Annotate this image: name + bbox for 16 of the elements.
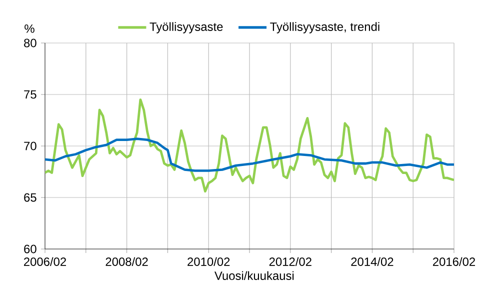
legend-label: Työllisyysaste (150, 22, 223, 34)
y-tick-label: 80 (24, 38, 36, 48)
x-tick-label: 2008/02 (106, 257, 148, 266)
y-axis-title: % (24, 24, 34, 33)
x-axis-title: Vuosi/kuukausi (214, 271, 294, 280)
legend-label: Työllisyysaste, trendi (270, 22, 380, 34)
x-tick-label: 2012/02 (269, 257, 312, 266)
x-tick-label: 2006/02 (24, 257, 66, 266)
x-tick-label: 2014/02 (351, 257, 394, 266)
y-tick-label: 70 (24, 142, 36, 150)
y-tick-label: 60 (24, 244, 36, 254)
y-tick-label: 75 (24, 90, 36, 99)
line-series (45, 98, 454, 193)
x-tick-label: 2016/02 (432, 257, 476, 266)
x-tick-label: 2010/02 (188, 257, 230, 266)
y-tick-label: 65 (24, 193, 36, 202)
